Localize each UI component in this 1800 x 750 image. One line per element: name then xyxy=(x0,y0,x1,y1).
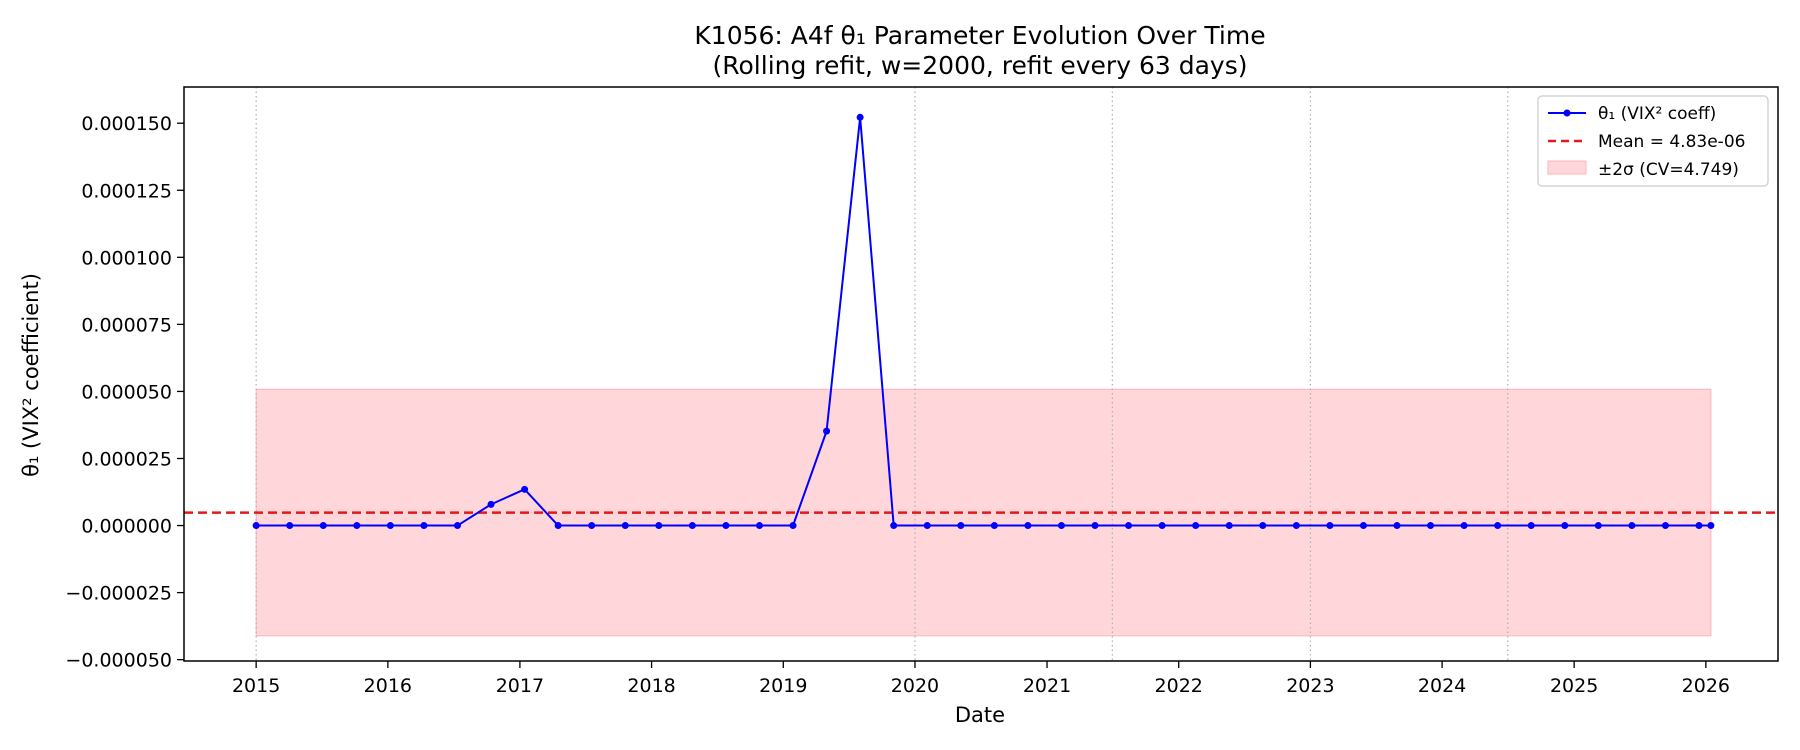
data-point xyxy=(1192,522,1200,530)
chart-subtitle: (Rolling refit, w=2000, refit every 63 d… xyxy=(713,51,1248,80)
data-point xyxy=(1393,522,1401,530)
data-point xyxy=(386,522,394,530)
plot-frame xyxy=(183,86,1779,662)
data-point xyxy=(319,522,327,530)
x-tick-label: 2023 xyxy=(1286,675,1334,697)
x-tick-label: 2018 xyxy=(627,675,675,697)
legend-band-swatch-icon xyxy=(1547,160,1587,175)
data-point xyxy=(957,522,965,530)
y-tick-label: 0.000100 xyxy=(81,247,172,269)
data-point xyxy=(1091,522,1099,530)
legend-band-label: ±2σ (CV=4.749) xyxy=(1598,160,1739,180)
data-point xyxy=(1661,522,1669,530)
x-tick-label: 2015 xyxy=(232,675,280,697)
data-point xyxy=(1057,522,1065,530)
data-point xyxy=(1527,522,1535,530)
data-point xyxy=(252,522,260,530)
x-tick-label: 2026 xyxy=(1682,675,1730,697)
legend-series-label: θ₁ (VIX² coeff) xyxy=(1598,104,1716,124)
data-point xyxy=(286,522,294,530)
y-tick-label: 0.000075 xyxy=(81,314,172,336)
legend: θ₁ (VIX² coeff) Mean = 4.83e-06 ±2σ (CV=… xyxy=(1537,95,1769,187)
data-point xyxy=(1427,522,1435,530)
y-axis-ticks: −0.000050 −0.000025 0.000000 0.000025 0.0000… xyxy=(65,113,184,672)
data-point xyxy=(823,427,831,435)
y-tick-label: −0.000025 xyxy=(65,583,172,605)
y-tick-label: −0.000050 xyxy=(65,650,172,672)
data-point xyxy=(1695,522,1703,530)
y-tick-label: 0.000125 xyxy=(81,180,172,202)
data-point xyxy=(487,500,495,508)
data-point xyxy=(655,522,663,530)
data-point xyxy=(1326,522,1334,530)
data-point xyxy=(1707,522,1715,530)
data-point xyxy=(1628,522,1636,530)
data-point xyxy=(554,522,562,530)
data-point xyxy=(453,522,461,530)
data-point xyxy=(1259,522,1267,530)
x-tick-label: 2021 xyxy=(1023,675,1071,697)
data-point xyxy=(1561,522,1569,530)
y-tick-label: 0.000050 xyxy=(81,381,172,403)
data-point xyxy=(621,522,629,530)
data-point xyxy=(755,522,763,530)
data-point xyxy=(722,522,730,530)
x-tick-label: 2020 xyxy=(891,675,939,697)
data-point xyxy=(923,522,931,530)
data-point xyxy=(1125,522,1133,530)
data-point xyxy=(990,522,998,530)
x-tick-label: 2024 xyxy=(1418,675,1466,697)
chart-title: K1056: A4f θ₁ Parameter Evolution Over T… xyxy=(694,21,1265,50)
x-tick-label: 2025 xyxy=(1550,675,1598,697)
data-point xyxy=(521,485,529,493)
data-point xyxy=(856,113,864,121)
data-point xyxy=(1292,522,1300,530)
data-point xyxy=(890,522,898,530)
y-axis-label: θ₁ (VIX² coefficient) xyxy=(19,273,43,477)
series-layer xyxy=(252,113,1715,530)
data-point xyxy=(588,522,596,530)
data-point xyxy=(353,522,361,530)
x-tick-label: 2016 xyxy=(364,675,412,697)
data-point xyxy=(420,522,428,530)
x-axis-ticks: 2015 2016 2017 2018 2019 2020 2021 2022 2023 2024… xyxy=(232,661,1730,697)
y-tick-label: 0.000025 xyxy=(81,448,172,470)
data-point xyxy=(1225,522,1233,530)
x-tick-label: 2017 xyxy=(496,675,544,697)
legend-box xyxy=(1537,95,1769,187)
data-point xyxy=(688,522,696,530)
data-point xyxy=(1158,522,1166,530)
data-point xyxy=(1494,522,1502,530)
x-axis-label: Date xyxy=(955,703,1005,727)
data-point xyxy=(1359,522,1367,530)
data-point xyxy=(1024,522,1032,530)
y-tick-label: 0.000150 xyxy=(81,113,172,135)
data-point xyxy=(789,522,797,530)
vertical-grid-layer xyxy=(255,87,1509,661)
y-tick-label: 0.000000 xyxy=(81,516,172,538)
data-point xyxy=(1460,522,1468,530)
legend-mean-label: Mean = 4.83e-06 xyxy=(1598,132,1745,152)
legend-series-marker-icon xyxy=(1563,109,1571,117)
x-tick-label: 2022 xyxy=(1155,675,1203,697)
data-point xyxy=(1594,522,1602,530)
x-tick-label: 2019 xyxy=(759,675,807,697)
